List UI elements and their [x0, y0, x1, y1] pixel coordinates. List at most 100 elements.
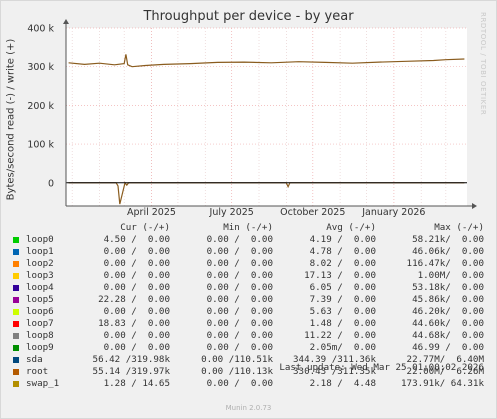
legend-header: Cur (-/+) Min (-/+) Avg (-/+) Max (-/+)	[0, 222, 497, 234]
legend-row: loop9 0.00 / 0.00 0.00 / 0.00 2.05m/ 0.00 46…	[0, 342, 497, 354]
legend-header-avg: Avg (-/+)	[326, 222, 376, 233]
y-tick-label: 100 k	[27, 140, 54, 151]
legend-row: loop6 0.00 / 0.00 0.00 / 0.00 5.63 / 0.00 46…	[0, 306, 497, 318]
legend-cur: 55.14 /319.97k	[92, 366, 170, 377]
legend-swatch	[13, 309, 19, 315]
legend-swatch	[13, 285, 19, 291]
legend-max: 116.47k/ 0.00	[406, 258, 484, 269]
legend-name: loop9	[26, 342, 54, 353]
legend-avg: 344.39 /311.36k	[293, 354, 376, 365]
legend-avg: 4.78 / 0.00	[309, 246, 376, 257]
series-line-sda-write	[68, 54, 465, 68]
plot-area	[66, 28, 467, 206]
legend-name: loop3	[26, 270, 54, 281]
legend-cur: 0.00 / 0.00	[103, 258, 170, 269]
legend-name: loop1	[26, 246, 54, 257]
legend-row: loop2 0.00 / 0.00 0.00 / 0.00 8.02 / 0.00 11…	[0, 258, 497, 270]
legend-cur: 0.00 / 0.00	[103, 270, 170, 281]
legend-row: swap_1 1.28 / 14.65 0.00 / 0.00 2.18 / 4.48…	[0, 378, 497, 390]
legend-avg: 6.05 / 0.00	[309, 282, 376, 293]
legend-swatch	[13, 273, 19, 279]
legend-name: sda	[26, 354, 43, 365]
legend-max: 44.68k/ 0.00	[412, 330, 484, 341]
legend-max: 46.20k/ 0.00	[412, 306, 484, 317]
legend-min: 0.00 / 0.00	[206, 318, 273, 329]
throughput-chart: 400 k 300 k 200 k 100 k 0 April 2025 July 2025…	[27, 19, 477, 219]
legend-avg: 17.13 / 0.00	[304, 270, 376, 281]
legend-swatch	[13, 249, 19, 255]
legend-min: 0.00 / 0.00	[206, 306, 273, 317]
legend-avg: 330.43 /311.35k	[293, 366, 376, 377]
legend-row: root 55.14 /319.97k 0.00 /110.13k 330.43 /3…	[0, 366, 497, 378]
legend-cur: 0.00 / 0.00	[103, 306, 170, 317]
legend-min: 0.00 / 0.00	[206, 294, 273, 305]
legend-name: loop6	[26, 306, 54, 317]
legend-swatch	[13, 321, 19, 327]
x-tick-label: October 2025	[280, 207, 345, 218]
legend-cur: 4.50 / 0.00	[103, 234, 170, 245]
legend-avg: 8.02 / 0.00	[309, 258, 376, 269]
legend-min: 0.00 / 0.00	[206, 246, 273, 257]
legend-cur: 0.00 / 0.00	[103, 342, 170, 353]
legend-cur: 0.00 / 0.00	[103, 246, 170, 257]
legend-row: loop8 0.00 / 0.00 0.00 / 0.00 11.22 / 0.00 4…	[0, 330, 497, 342]
legend-min: 0.00 / 0.00	[206, 234, 273, 245]
legend-min: 0.00 /110.51k	[201, 354, 273, 365]
legend-max: 173.91k/ 64.31k	[401, 378, 484, 389]
legend-max: 53.18k/ 0.00	[412, 282, 484, 293]
legend-min: 0.00 / 0.00	[206, 282, 273, 293]
legend-name: loop0	[26, 234, 54, 245]
legend-name: loop7	[26, 318, 54, 329]
legend-avg: 11.22 / 0.00	[304, 330, 376, 341]
legend-avg: 1.48 / 0.00	[309, 318, 376, 329]
y-tick-label: 300 k	[27, 62, 54, 73]
legend-max: 44.60k/ 0.00	[412, 318, 484, 329]
legend-name: loop2	[26, 258, 54, 269]
legend-swatch	[13, 297, 19, 303]
legend-swatch	[13, 237, 19, 243]
legend-min: 0.00 /110.13k	[201, 366, 273, 377]
legend-name: loop8	[26, 330, 54, 341]
legend-max: 1.00M/ 0.00	[417, 270, 484, 281]
legend-swatch	[13, 333, 19, 339]
x-tick-label: July 2025	[209, 207, 254, 218]
x-tick-label: January 2026	[361, 207, 425, 218]
legend-min: 0.00 / 0.00	[206, 342, 273, 353]
legend-max: 46.99 / 0.00	[412, 342, 484, 353]
legend-avg: 5.63 / 0.00	[309, 306, 376, 317]
munin-version: Munin 2.0.73	[225, 404, 272, 412]
legend-cur: 22.28 / 0.00	[98, 294, 170, 305]
legend-swatch	[13, 261, 19, 267]
legend-header-cur: Cur (-/+)	[120, 222, 170, 233]
legend-avg: 2.05m/ 0.00	[309, 342, 376, 353]
legend-min: 0.00 / 0.00	[206, 258, 273, 269]
x-tick-label: April 2025	[127, 207, 176, 218]
series-layer	[68, 54, 465, 205]
legend-row: sda 56.42 /319.98k 0.00 /110.51k 344.39 /31…	[0, 354, 497, 366]
legend-row: loop1 0.00 / 0.00 0.00 / 0.00 4.78 / 0.00 46…	[0, 246, 497, 258]
legend-max: 22.77M/ 6.40M	[406, 354, 484, 365]
legend-name: loop5	[26, 294, 54, 305]
legend-max: 58.21k/ 0.00	[412, 234, 484, 245]
axes	[63, 19, 477, 209]
series-line-sda-read	[68, 181, 465, 205]
legend-cur: 0.00 / 0.00	[103, 282, 170, 293]
rrdtool-credit: RRDTOOL / TOBI OETIKER	[479, 12, 487, 116]
legend-min: 0.00 / 0.00	[206, 270, 273, 281]
legend-row: loop5 22.28 / 0.00 0.00 / 0.00 7.39 / 0.00 4…	[0, 294, 497, 306]
chart-title: Throughput per device - by year	[143, 9, 354, 24]
legend-cur: 18.83 / 0.00	[98, 318, 170, 329]
legend-row: loop7 18.83 / 0.00 0.00 / 0.00 1.48 / 0.00 4…	[0, 318, 497, 330]
last-update: Last update: Wed Mar 25 01:00:02 2026	[279, 362, 484, 373]
axis-ticks: 400 k 300 k 200 k 100 k 0 April 2025 July 2025…	[27, 24, 425, 219]
legend-header-max: Max (-/+)	[434, 222, 484, 233]
y-tick-label: 200 k	[27, 101, 54, 112]
legend-swatch	[13, 369, 19, 375]
legend-row: loop0 4.50 / 0.00 0.00 / 0.00 4.19 / 0.00 58…	[0, 234, 497, 246]
legend-min: 0.00 / 0.00	[206, 330, 273, 341]
legend-cur: 1.28 / 14.65	[103, 378, 170, 389]
x-axis-arrow	[472, 203, 477, 209]
legend-cur: 0.00 / 0.00	[103, 330, 170, 341]
legend-name: loop4	[26, 282, 54, 293]
y-tick-label: 400 k	[27, 24, 54, 35]
